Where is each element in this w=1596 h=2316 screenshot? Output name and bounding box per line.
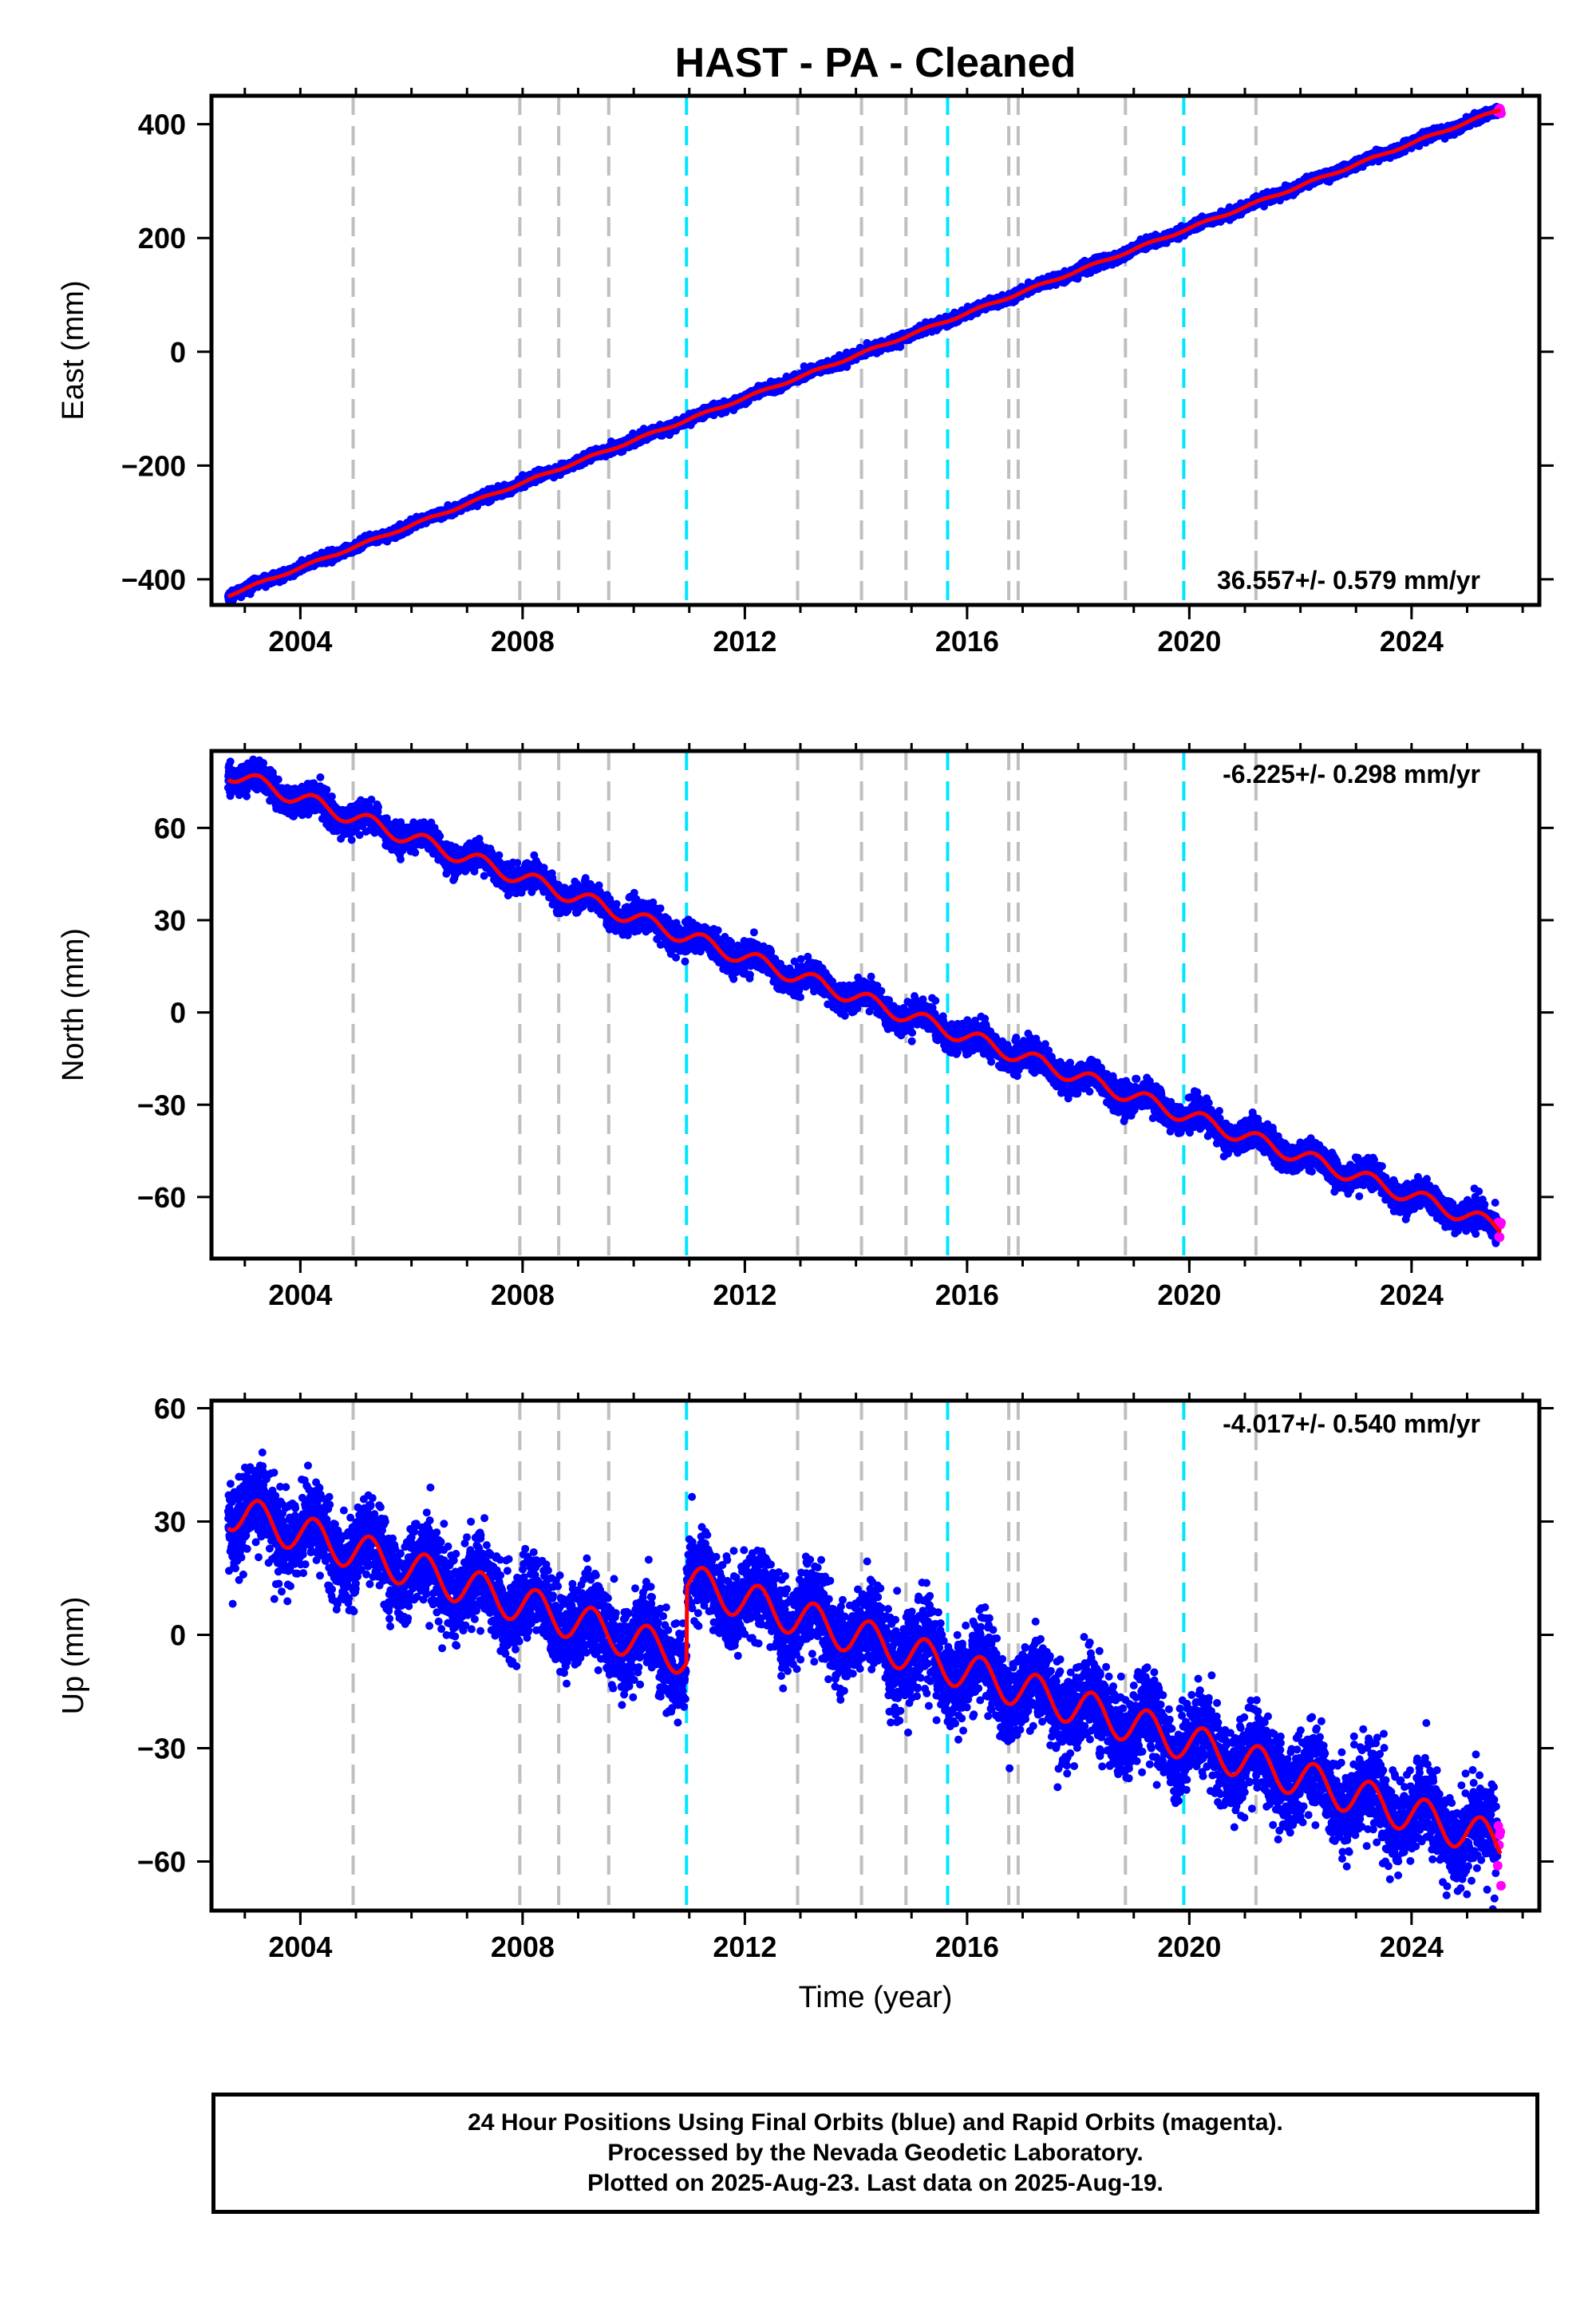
panel-east: 2004 2008 2012 2016 2020 20244002000−200−400E… [57,88,1554,658]
east-plot-area [223,96,1506,605]
chart-title: HAST - PA - Cleaned [675,40,1077,86]
